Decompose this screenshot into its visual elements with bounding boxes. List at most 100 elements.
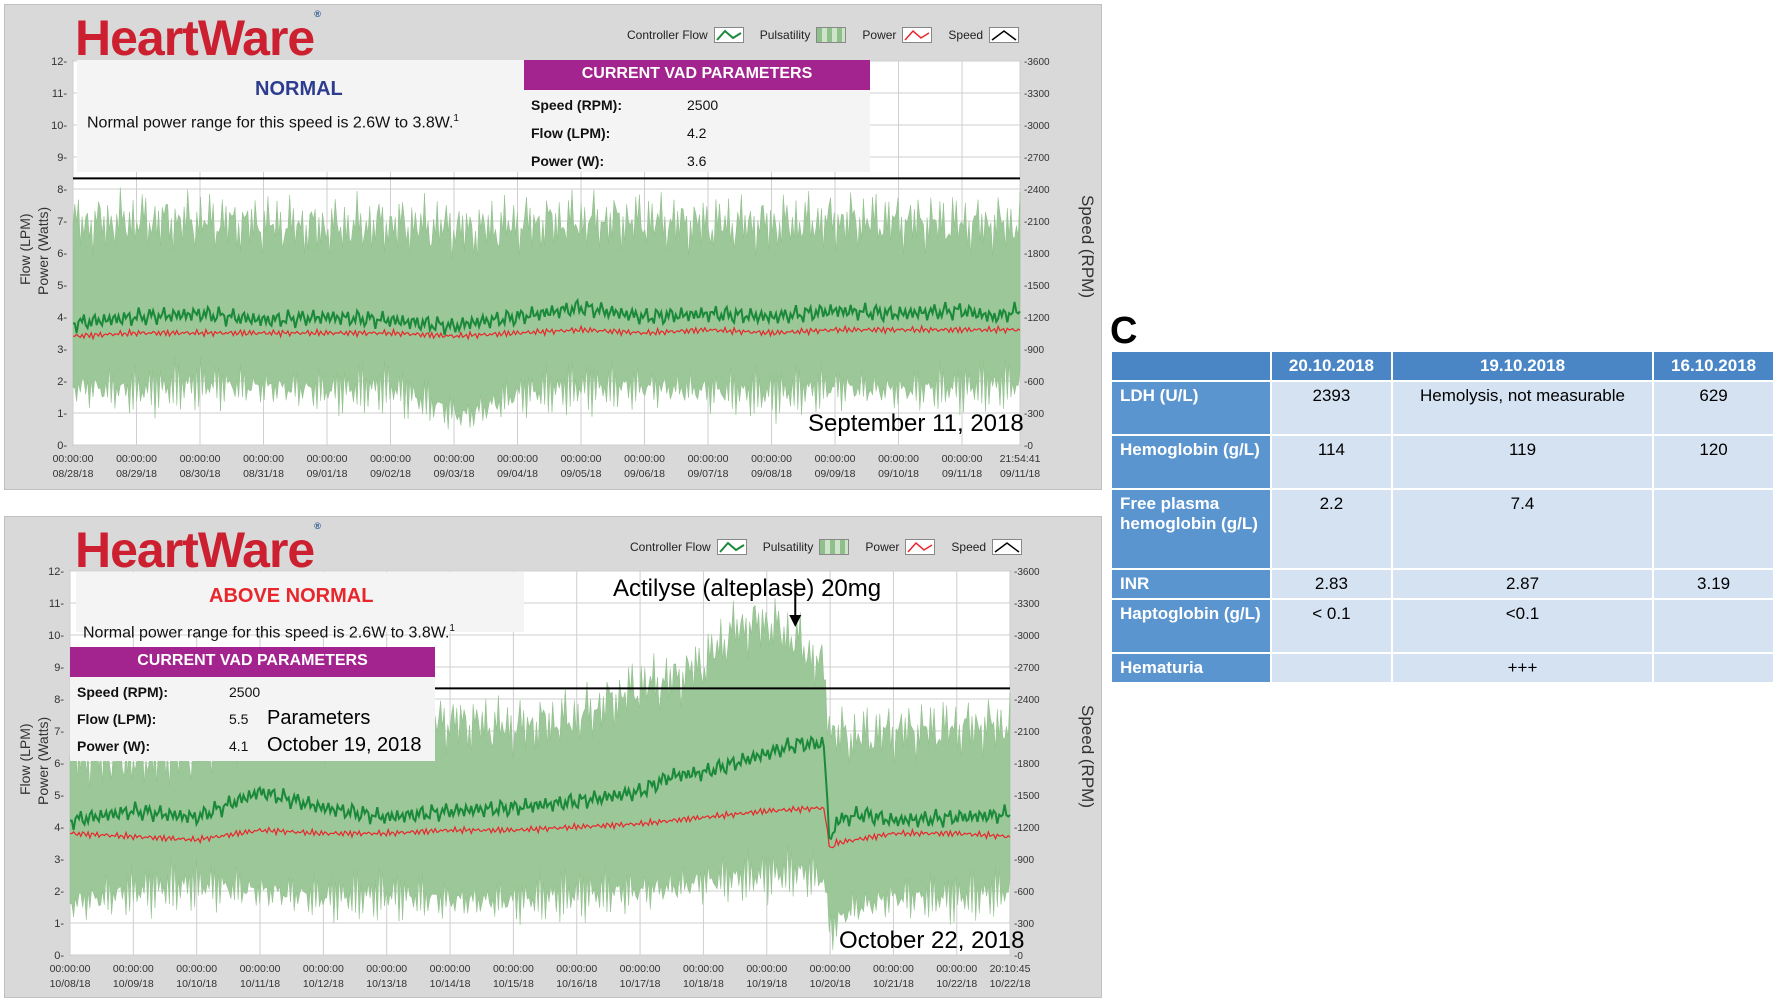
x-tick-date: 09/03/18	[434, 468, 475, 480]
y-tick-label-right: -900	[1014, 855, 1034, 866]
legend-speed-swatch	[989, 27, 1020, 43]
y-tick-label-left: 9-	[54, 662, 64, 674]
legend-flow-label: Controller Flow	[630, 540, 711, 554]
table-row: LDH (U/L) 2393 Hemolysis, not measurable…	[1110, 380, 1775, 436]
vad-speed-label-a: Speed (RPM):	[531, 97, 622, 113]
x-tick-time: 00:00:00	[307, 453, 348, 465]
legend-power-swatch	[905, 539, 936, 555]
x-tick-time: 00:00:00	[366, 963, 407, 975]
x-tick-date: 10/09/18	[113, 978, 154, 990]
table-header-cell	[1110, 350, 1272, 382]
status-box-a	[77, 60, 525, 172]
date-note-a: September 11, 2018	[808, 410, 1024, 437]
x-tick-date: 08/31/18	[243, 468, 284, 480]
vad-power-value-b: 4.1	[229, 738, 249, 754]
y-tick-label-left: 5-	[57, 280, 67, 292]
y-tick-label-left: 7-	[57, 216, 67, 228]
table-cell: 7.4	[1390, 488, 1655, 570]
vad-power-row-a: Power (W): 3.6	[531, 153, 706, 169]
legend-speed-label: Speed	[951, 540, 987, 554]
vad-power-row-b: Power (W): 4.1	[77, 738, 248, 754]
x-tick-time: 00:00:00	[624, 453, 665, 465]
x-tick-time: 00:00:00	[434, 453, 475, 465]
x-tick-date: 10/22/18	[936, 978, 977, 990]
x-tick-date: 10/20/18	[810, 978, 851, 990]
x-tick-time: 00:00:00	[683, 963, 724, 975]
vad-flow-value-a: 4.2	[687, 125, 707, 141]
y-tick-label-right: -3000	[1024, 121, 1050, 132]
legend-pulsatility-label: Pulsatility	[762, 540, 814, 554]
y-tick-label-right: -2400	[1014, 695, 1040, 706]
table-cell: 3.19	[1652, 568, 1775, 600]
x-tick-date: 10/18/18	[683, 978, 724, 990]
y-tick-label-right: -1500	[1024, 281, 1050, 292]
table-cell	[1270, 652, 1393, 684]
y-tick-label-right: -1800	[1024, 249, 1050, 260]
x-tick-date: 08/30/18	[180, 468, 221, 480]
chart-b-svg: 0- 1- 2- 3- 4- 5- 6- 7- 8- 9- 10- 11- 12- -0 -300 -600 -…	[48, 566, 1040, 990]
x-tick-time: 00:00:00	[493, 963, 534, 975]
x-tick-date: 10/14/18	[430, 978, 471, 990]
x-tick-time: 00:00:00	[53, 453, 94, 465]
y-tick-label-right: -1200	[1014, 823, 1040, 834]
power-range-a: Normal power range for this speed is 2.6…	[87, 114, 454, 132]
param-note-line-1: Parameters	[267, 707, 371, 729]
y-tick-label-left: 11-	[52, 88, 67, 100]
table-row-label: Hematuria	[1110, 652, 1272, 684]
date-note-b: October 22, 2018	[839, 927, 1025, 954]
table-cell: 119	[1390, 434, 1655, 490]
table-row: Hematuria +++	[1110, 652, 1775, 684]
table-cell	[1652, 488, 1775, 570]
x-tick-time: 00:00:00	[746, 963, 787, 975]
table-header-cell: 16.10.2018	[1652, 350, 1775, 382]
power-line	[69, 804, 1011, 849]
y-tick-label-left: 0-	[57, 440, 67, 452]
brand-logo: HeartWare®	[75, 9, 321, 67]
vad-power-label-a: Power (W):	[531, 153, 605, 169]
y-tick-label-left: 3-	[54, 854, 64, 866]
x-tick-date: 10/12/18	[303, 978, 344, 990]
y-tick-label-left: 12-	[51, 56, 67, 68]
x-tick-time: 00:00:00	[370, 453, 411, 465]
legend-power-label: Power	[865, 540, 900, 554]
y-tick-label-left: 0-	[54, 950, 64, 962]
brand-mark: ®	[314, 521, 321, 531]
y-tick-label-right: -2700	[1014, 663, 1040, 674]
y-tick-label-right: -900	[1024, 345, 1044, 356]
y-tick-label-left: 1-	[57, 408, 67, 420]
x-tick-time: 00:00:00	[430, 963, 471, 975]
x-tick-time: 00:00:00	[620, 963, 661, 975]
x-tick-time: 00:00:00	[113, 963, 154, 975]
x-tick-date: 09/10/18	[878, 468, 919, 480]
x-tick-time: 00:00:00	[942, 453, 983, 465]
table-row: Hemoglobin (g/L) 114 119 120	[1110, 434, 1775, 490]
x-tick-time: 00:00:00	[815, 453, 856, 465]
vad-header-a: CURRENT VAD PARAMETERS	[524, 60, 870, 90]
vad-flow-label-a: Flow (LPM):	[531, 125, 611, 141]
table-row-label: Haptoglobin (g/L)	[1110, 598, 1272, 654]
vad-power-value-a: 3.6	[687, 153, 707, 169]
x-tick-date: 09/01/18	[307, 468, 348, 480]
y-tick-label-left: 10-	[48, 630, 64, 642]
x-tick-date: 09/09/18	[815, 468, 856, 480]
y-tick-label-right: -3000	[1014, 631, 1040, 642]
y-tick-label-right: -3300	[1024, 89, 1050, 100]
table-row-label: INR	[1110, 568, 1272, 600]
y-tick-label-right: -1500	[1014, 791, 1040, 802]
y-tick-label-right: -300	[1014, 919, 1034, 930]
vad-flow-row-b: Flow (LPM): 5.5	[77, 711, 248, 727]
x-tick-date: 10/15/18	[493, 978, 534, 990]
vad-box-b	[70, 677, 435, 761]
table-header-cell: 19.10.2018	[1390, 350, 1655, 382]
table-row: Free plasma hemoglobin (g/L) 2.2 7.4	[1110, 488, 1775, 570]
y-tick-label-right: -3600	[1024, 57, 1050, 68]
power-range-text-a: Normal power range for this speed is 2.6…	[87, 113, 459, 132]
vad-power-label-b: Power (W):	[77, 738, 151, 754]
y-tick-label-left: 2-	[57, 376, 67, 388]
x-tick-time: 00:00:00	[497, 453, 538, 465]
y-tick-label-left: 12-	[48, 566, 64, 578]
y-tick-label-left: 8-	[54, 694, 64, 706]
power-range-footnote-a: 1	[453, 113, 459, 124]
table-cell	[1652, 652, 1775, 684]
y-tick-label-right: -2100	[1014, 727, 1040, 738]
